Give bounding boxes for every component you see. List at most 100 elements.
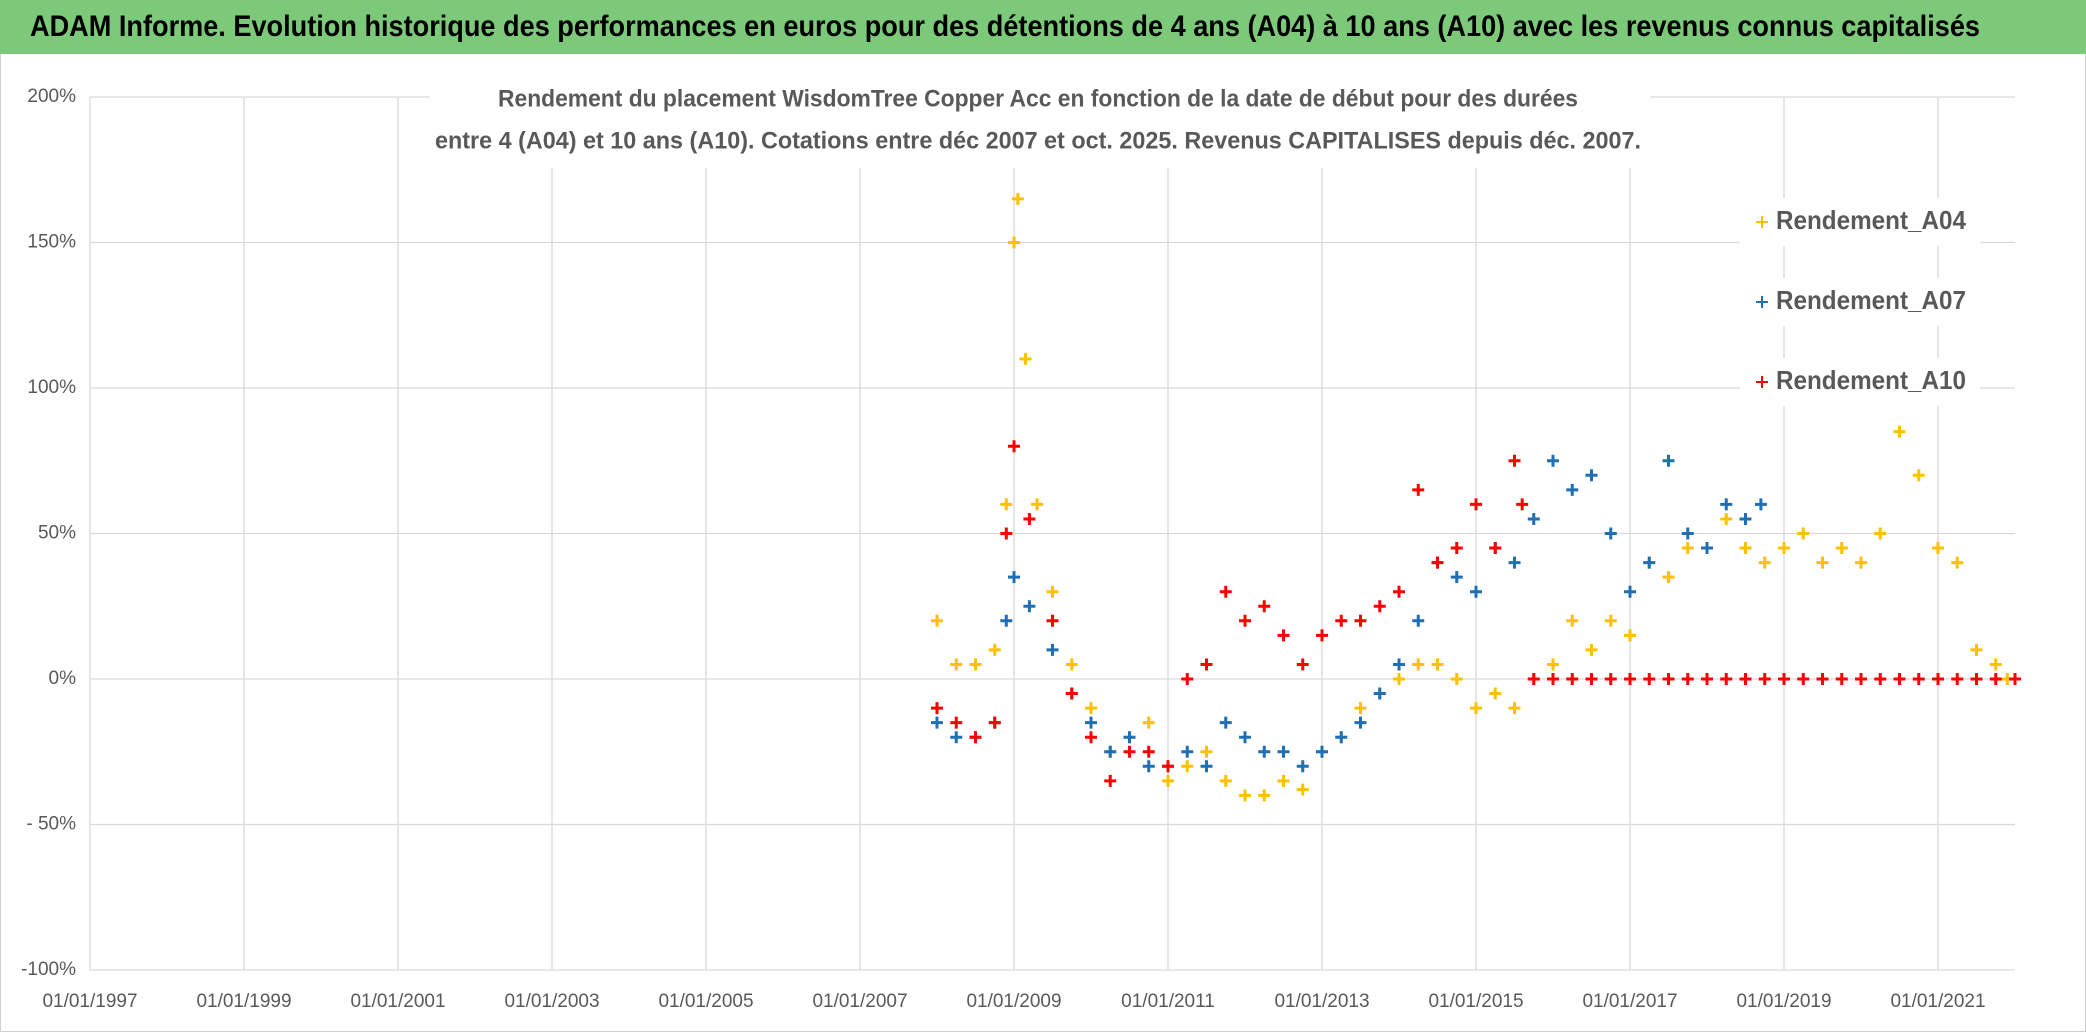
point	[1739, 673, 1752, 685]
point	[1662, 571, 1675, 584]
point	[1912, 469, 1925, 482]
chart-title: Rendement du placement WisdomTree Copper…	[498, 85, 1578, 112]
point	[1412, 483, 1425, 496]
legend-label: Rendement_A10	[1776, 365, 1966, 395]
point	[1335, 731, 1348, 744]
point	[1604, 527, 1617, 540]
point	[1296, 658, 1309, 671]
point	[1008, 236, 1020, 249]
point	[1031, 498, 1044, 511]
point	[1739, 542, 1752, 555]
point	[1720, 498, 1733, 511]
point	[1681, 673, 1694, 685]
series	[931, 440, 2021, 787]
point	[1023, 600, 1036, 613]
point	[1816, 673, 1829, 685]
point	[1662, 454, 1675, 467]
legend-marker	[1756, 216, 1768, 228]
point	[1508, 702, 1521, 715]
point	[1470, 498, 1482, 511]
point	[1258, 789, 1271, 802]
point	[1547, 658, 1559, 671]
point	[1566, 614, 1579, 627]
point	[1181, 673, 1194, 685]
y-tick-label: 150%	[27, 232, 76, 253]
point	[1547, 673, 1559, 685]
point	[1778, 673, 1790, 685]
point	[1142, 760, 1155, 773]
point	[1085, 702, 1097, 715]
point	[1200, 760, 1213, 773]
point	[1450, 571, 1463, 584]
point	[1085, 716, 1097, 729]
point	[1855, 673, 1867, 685]
point	[1162, 760, 1174, 773]
point	[1046, 643, 1059, 656]
point	[1701, 673, 1713, 685]
point	[1373, 600, 1386, 613]
x-tick-label: 01/01/2011	[1121, 991, 1215, 1012]
point	[1316, 745, 1328, 758]
legend-background	[1740, 358, 1980, 406]
point	[1316, 629, 1328, 642]
point	[1046, 585, 1059, 598]
point	[1566, 483, 1579, 496]
point	[931, 716, 943, 729]
legend: Rendement_A04 Rendement_A07 Rendement_A10	[1740, 198, 1980, 406]
point	[1754, 498, 1767, 511]
point	[1000, 498, 1013, 511]
point	[1470, 702, 1482, 715]
point	[950, 658, 963, 671]
point	[1296, 760, 1309, 773]
point	[1008, 440, 1020, 453]
point	[1643, 673, 1656, 685]
y-tick-label: 50%	[38, 523, 76, 544]
point	[1393, 673, 1405, 685]
point	[1932, 542, 1944, 555]
point	[2009, 673, 2021, 685]
point	[1989, 673, 2002, 685]
y-tick-label: 100%	[27, 377, 76, 398]
title-background	[430, 78, 1650, 168]
x-tick-label: 01/01/2015	[1428, 991, 1523, 1012]
y-tick-label: 200%	[27, 86, 76, 107]
point	[1527, 512, 1540, 525]
point	[1335, 614, 1348, 627]
point	[1624, 629, 1636, 642]
point	[1393, 585, 1405, 598]
point	[1893, 673, 1906, 685]
x-tick-label: 01/01/2001	[350, 991, 445, 1012]
header-bar	[0, 0, 2086, 54]
point	[1258, 745, 1271, 758]
point	[1624, 585, 1636, 598]
x-tick-label: 01/01/2009	[966, 991, 1061, 1012]
point	[1354, 702, 1367, 715]
point	[1277, 745, 1290, 758]
point	[1604, 614, 1617, 627]
y-tick-label: - 50%	[26, 814, 76, 835]
point	[931, 702, 943, 715]
header-title: ADAM Informe. Evolution historique des p…	[30, 10, 1980, 43]
point	[1065, 687, 1078, 700]
point	[1874, 673, 1887, 685]
point	[1912, 673, 1925, 685]
point	[1835, 673, 1848, 685]
point	[1970, 673, 1983, 685]
x-tick-label: 01/01/2007	[812, 991, 907, 1012]
point	[1516, 498, 1529, 511]
point	[1239, 789, 1251, 802]
point	[1951, 556, 1964, 569]
point	[1855, 556, 1867, 569]
point	[1508, 454, 1521, 467]
point	[1932, 673, 1944, 685]
legend-label: Rendement_A07	[1776, 285, 1966, 315]
point	[1450, 673, 1463, 685]
point	[1104, 774, 1117, 787]
point	[1489, 542, 1502, 555]
point	[1431, 658, 1444, 671]
point	[1011, 192, 1024, 205]
point	[1065, 658, 1078, 671]
y-tick-label: -100%	[21, 959, 76, 980]
point	[1431, 556, 1444, 569]
